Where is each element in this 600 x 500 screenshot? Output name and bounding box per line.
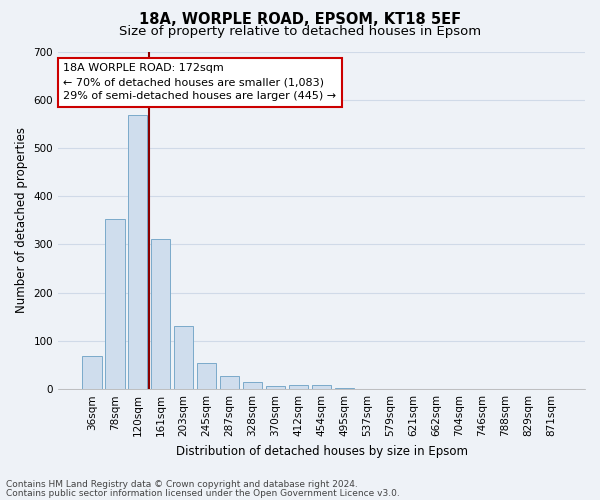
X-axis label: Distribution of detached houses by size in Epsom: Distribution of detached houses by size …	[176, 444, 467, 458]
Text: 18A, WORPLE ROAD, EPSOM, KT18 5EF: 18A, WORPLE ROAD, EPSOM, KT18 5EF	[139, 12, 461, 28]
Text: 18A WORPLE ROAD: 172sqm
← 70% of detached houses are smaller (1,083)
29% of semi: 18A WORPLE ROAD: 172sqm ← 70% of detache…	[64, 64, 337, 102]
Text: Contains HM Land Registry data © Crown copyright and database right 2024.: Contains HM Land Registry data © Crown c…	[6, 480, 358, 489]
Bar	[312, 386, 331, 389]
Bar	[335, 388, 354, 389]
Bar	[220, 376, 239, 389]
Bar	[266, 386, 286, 389]
Bar	[243, 382, 262, 389]
Bar	[128, 115, 148, 389]
Bar	[174, 326, 193, 389]
Text: Contains public sector information licensed under the Open Government Licence v3: Contains public sector information licen…	[6, 489, 400, 498]
Bar	[151, 239, 170, 389]
Bar	[105, 219, 125, 389]
Y-axis label: Number of detached properties: Number of detached properties	[15, 128, 28, 314]
Bar	[82, 356, 101, 389]
Bar	[197, 362, 217, 389]
Text: Size of property relative to detached houses in Epsom: Size of property relative to detached ho…	[119, 25, 481, 38]
Bar	[289, 386, 308, 389]
